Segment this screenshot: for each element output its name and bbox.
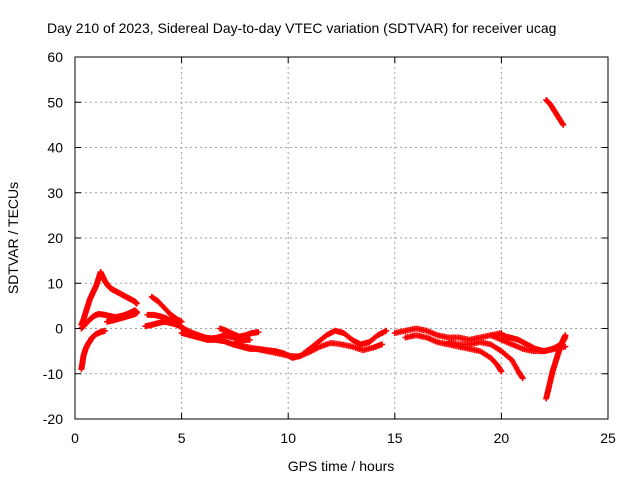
series-arc10 <box>231 339 386 360</box>
series-arc17 <box>543 96 567 128</box>
scatter-point-arc4 <box>103 310 140 325</box>
data-points <box>78 96 569 402</box>
x-tick-label: 0 <box>71 430 79 446</box>
series-arc16 <box>543 332 569 402</box>
scatter-point-arc9 <box>216 325 262 340</box>
y-tick-label: 20 <box>47 230 63 246</box>
y-axis-label: SDTVAR / TECUs <box>5 182 21 294</box>
series-arc1 <box>78 327 108 373</box>
grid <box>75 57 608 419</box>
scatter-point-arc17 <box>543 96 567 128</box>
x-tick-label: 5 <box>178 430 186 446</box>
y-tick-label: 10 <box>47 275 63 291</box>
y-tick-label: 60 <box>47 49 63 65</box>
x-tick-label: 15 <box>387 430 403 446</box>
scatter-point-arc7 <box>148 293 185 325</box>
scatter-point-arc1 <box>78 327 108 373</box>
x-tick-label: 20 <box>494 430 510 446</box>
y-tick-label: -20 <box>43 411 63 427</box>
y-tick-label: 50 <box>47 94 63 110</box>
x-tick-label: 10 <box>280 430 296 446</box>
chart-title: Day 210 of 2023, Sidereal Day-to-day VTE… <box>47 20 556 36</box>
series-arc4 <box>103 310 140 325</box>
scatter-point-arc16 <box>543 332 569 402</box>
y-tick-label: 40 <box>47 140 63 156</box>
x-tick-label: 25 <box>600 430 616 446</box>
y-tick-label: -10 <box>43 366 63 382</box>
axis-ticks: 0 5 10 15 20 25 -20 -10 0 10 20 30 40 50 60 <box>43 49 616 446</box>
scatter-point-arc13 <box>445 339 526 382</box>
scatter-point-arc10 <box>231 339 386 360</box>
series-arc13 <box>445 339 526 382</box>
y-tick-label: 0 <box>55 321 63 337</box>
series-arc9 <box>216 325 262 340</box>
y-tick-label: 30 <box>47 185 63 201</box>
x-axis-label: GPS time / hours <box>288 458 395 474</box>
series-arc7 <box>148 293 185 325</box>
